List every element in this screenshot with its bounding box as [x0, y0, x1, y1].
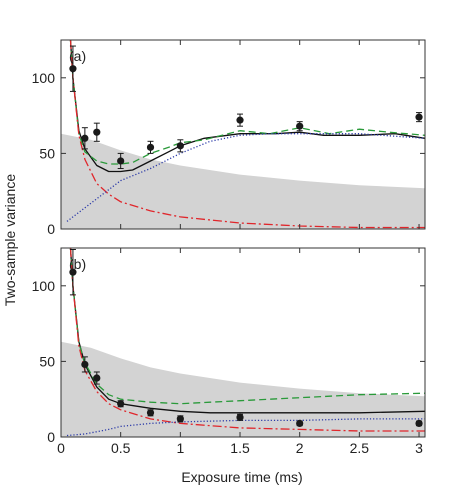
plot-area	[61, 40, 425, 229]
data-point-marker	[176, 415, 184, 423]
series-dashdot-line	[69, 248, 425, 432]
data-point-5	[176, 415, 184, 423]
data-point-3	[117, 400, 125, 408]
data-point-marker	[81, 134, 89, 142]
panel-a: 0 50 100 (a)	[32, 39, 426, 237]
data-point-marker	[236, 413, 244, 421]
data-point-marker	[415, 419, 423, 427]
data-point-0	[69, 45, 77, 92]
data-point-4	[146, 140, 155, 154]
panel-label: (a)	[69, 48, 86, 64]
x-tick-label: 1.5	[230, 440, 250, 456]
data-point-8	[415, 112, 423, 123]
y-tick-label: 0	[47, 221, 55, 237]
data-point-5	[176, 139, 184, 153]
data-point-marker	[69, 65, 77, 73]
data-point-3	[117, 152, 125, 170]
x-axis-label: Exposure time (ms)	[181, 469, 302, 485]
y-tick-label: 100	[32, 278, 56, 294]
data-point-marker	[296, 122, 304, 130]
x-tick-label: 2.5	[350, 440, 370, 456]
shaded-band	[61, 133, 425, 229]
y-axis-label: Two-sample variance	[2, 174, 18, 306]
y-tick-label: 100	[32, 70, 56, 86]
data-point-1	[81, 127, 89, 150]
data-point-marker	[176, 142, 184, 150]
data-point-1	[81, 356, 89, 373]
plot-area	[61, 248, 425, 437]
data-point-4	[146, 409, 155, 417]
x-tick-label: 0.5	[111, 440, 131, 456]
data-point-marker	[236, 116, 244, 124]
data-point-6	[236, 113, 244, 127]
x-tick-label: 1	[176, 440, 184, 456]
x-tick-label: 2	[296, 440, 304, 456]
data-point-marker	[69, 268, 77, 276]
data-point-0	[69, 249, 77, 296]
panel-b: 0 0.5 1 1.5 2 2.5 3 0 50 100 (b)	[32, 247, 426, 456]
data-point-marker	[415, 113, 423, 121]
data-point-marker	[93, 128, 101, 136]
data-point-marker	[93, 374, 101, 382]
panel-label: (b)	[69, 256, 86, 272]
data-point-2	[93, 371, 101, 385]
data-point-marker	[146, 409, 155, 417]
data-point-7	[296, 419, 304, 427]
data-point-marker	[146, 143, 155, 151]
y-tick-label: 0	[47, 429, 55, 445]
y-tick-label: 50	[39, 145, 55, 161]
data-point-marker	[117, 400, 125, 408]
data-point-marker	[81, 360, 89, 369]
axes-frame	[60, 247, 426, 438]
series-dotted-line	[66, 418, 425, 437]
data-point-6	[236, 413, 244, 421]
axes-frame	[60, 39, 426, 230]
data-point-8	[415, 419, 423, 427]
series-dashed-line	[69, 248, 425, 405]
data-point-marker	[296, 419, 304, 427]
x-tick-label: 3	[415, 440, 423, 456]
series-solid-line	[69, 248, 425, 414]
x-tick-label: 0	[57, 440, 65, 456]
data-point-2	[93, 122, 101, 142]
data-point-7	[296, 121, 304, 132]
shaded-band	[61, 341, 425, 437]
series-dashed-line	[69, 40, 425, 165]
data-point-marker	[117, 157, 125, 165]
y-tick-label: 50	[39, 353, 55, 369]
